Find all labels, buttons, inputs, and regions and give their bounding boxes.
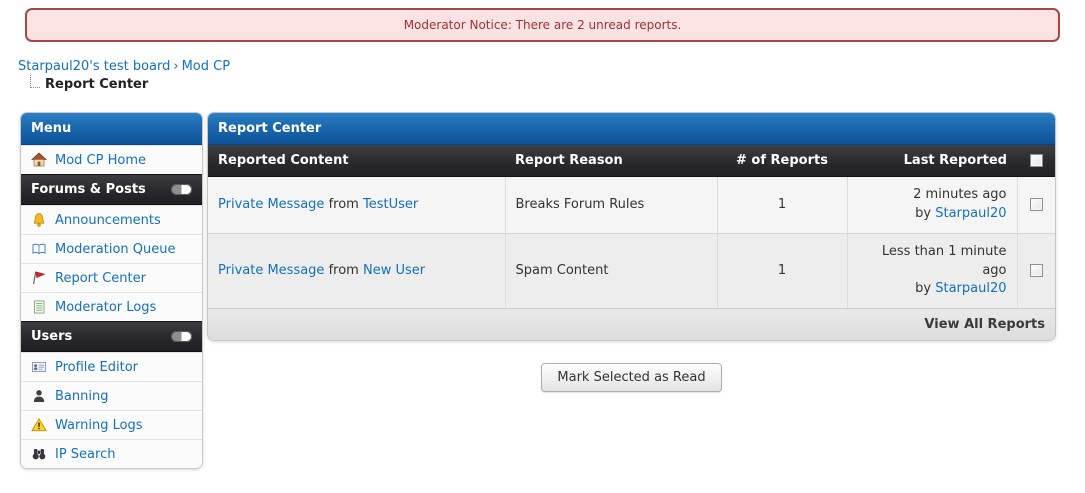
report-reason-cell: Breaks Forum Rules	[504, 176, 717, 234]
report-count-cell: 1	[716, 176, 847, 234]
last-reported-cell: 2 minutes ago by Starpaul20	[846, 176, 1017, 234]
button-row: Mark Selected as Read	[207, 363, 1056, 393]
tree-branch-icon	[30, 75, 40, 88]
sidebar-item-moderation-queue[interactable]: Moderation Queue	[21, 234, 202, 263]
breadcrumb-modcp-link[interactable]: Mod CP	[181, 59, 231, 74]
sidebar-item-label: Profile Editor	[55, 359, 139, 375]
last-reported-cell: Less than 1 minute ago by Starpaul20	[846, 232, 1017, 309]
warning-icon	[31, 417, 47, 432]
report-row: Private Message from TestUser Breaks For…	[208, 176, 1055, 234]
binoculars-icon	[32, 449, 46, 460]
sidebar-header: Menu	[21, 113, 202, 145]
time-text: 2 minutes ago	[913, 187, 1007, 202]
sidebar-item-moderator-logs[interactable]: Moderator Logs	[21, 292, 202, 321]
sidebar-item-label: Announcements	[55, 212, 161, 228]
sidebar-item-profile-editor[interactable]: Profile Editor	[21, 352, 202, 381]
sidebar-item-label: Report Center	[55, 270, 146, 286]
author-link[interactable]: New User	[362, 263, 426, 279]
collapse-toggle-icon[interactable]	[171, 184, 192, 195]
house-icon	[31, 152, 47, 167]
sidebar-item-label: Moderation Queue	[55, 241, 176, 257]
time-text: Less than 1 minute ago	[881, 243, 1007, 278]
reported-content-cell: Private Message from New User	[208, 232, 505, 309]
red-flag-icon	[33, 271, 46, 285]
collapse-toggle-icon[interactable]	[171, 331, 192, 342]
open-book-icon	[32, 243, 46, 255]
profile-card-icon	[32, 362, 46, 372]
category-label: Forums & Posts	[31, 182, 146, 197]
sidebar-category-forums-posts[interactable]: Forums & Posts	[21, 174, 202, 205]
report-center-panel: Report Center Reported Content Report Re…	[207, 112, 1056, 342]
main-column: Report Center Reported Content Report Re…	[207, 112, 1056, 393]
panel-title: Report Center	[208, 113, 1055, 145]
column-header-report-reason: Report Reason	[505, 145, 717, 177]
column-header-reported-content: Reported Content	[208, 145, 505, 177]
breadcrumb: Starpaul20's test board › Mod CP Report Ce…	[18, 59, 1085, 92]
column-header-num-reports: # of Reports	[717, 145, 847, 177]
page-title: Report Center	[45, 77, 149, 92]
sidebar-item-report-center[interactable]: Report Center	[21, 263, 202, 292]
content-type-link[interactable]: Private Message	[218, 263, 325, 279]
column-header-last-reported: Last Reported	[847, 145, 1017, 177]
row-checkbox[interactable]	[1029, 264, 1043, 278]
sidebar-item-label: Mod CP Home	[55, 152, 146, 168]
sidebar-item-announcements[interactable]: Announcements	[21, 205, 202, 234]
select-all-checkbox[interactable]	[1029, 154, 1043, 167]
report-row: Private Message from New User Spam Conte…	[208, 232, 1055, 309]
moderator-notice: Moderator Notice: There are 2 unread rep…	[25, 8, 1060, 42]
sidebar-item-label: Warning Logs	[55, 417, 143, 433]
sidebar-item-ip-search[interactable]: IP Search	[21, 439, 202, 468]
sidebar-item-label: Banning	[55, 388, 109, 404]
sidebar-item-modcp-home[interactable]: Mod CP Home	[21, 145, 202, 174]
by-word: by	[915, 205, 932, 221]
content-area: Menu Mod CP Home Forums & Posts Announce…	[20, 112, 1056, 469]
user-icon	[33, 390, 45, 402]
content-type-link[interactable]: Private Message	[218, 197, 325, 213]
from-word: from	[328, 197, 359, 213]
sidebar-item-label: IP Search	[55, 446, 116, 462]
report-count-cell: 1	[716, 232, 847, 309]
sidebar-item-warning-logs[interactable]: Warning Logs	[21, 410, 202, 439]
table-header-row: Reported Content Report Reason # of Repo…	[208, 145, 1055, 177]
category-label: Users	[31, 329, 73, 344]
sidebar-item-label: Moderator Logs	[55, 299, 157, 315]
bell-icon	[33, 213, 45, 227]
breadcrumb-board-link[interactable]: Starpaul20's test board	[18, 59, 171, 74]
table-footer: View All Reports	[208, 308, 1055, 341]
notepad-icon	[34, 300, 45, 314]
row-checkbox-cell	[1016, 176, 1055, 234]
author-link[interactable]: TestUser	[362, 197, 419, 213]
reports-table: Reported Content Report Reason # of Repo…	[208, 145, 1055, 309]
reporter-link[interactable]: Starpaul20	[935, 205, 1007, 221]
sidebar-menu: Menu Mod CP Home Forums & Posts Announce…	[20, 112, 203, 469]
sidebar-category-users[interactable]: Users	[21, 321, 202, 352]
mark-selected-read-button[interactable]: Mark Selected as Read	[541, 363, 722, 393]
reported-content-cell: Private Message from TestUser	[208, 176, 505, 234]
by-word: by	[915, 281, 932, 297]
reporter-link[interactable]: Starpaul20	[935, 281, 1007, 297]
from-word: from	[328, 263, 359, 279]
breadcrumb-separator: ›	[173, 59, 179, 74]
select-all-cell	[1017, 145, 1055, 177]
sidebar-item-banning[interactable]: Banning	[21, 381, 202, 410]
row-checkbox[interactable]	[1029, 198, 1043, 212]
view-all-reports-link[interactable]: View All Reports	[924, 317, 1045, 333]
report-reason-cell: Spam Content	[504, 232, 717, 309]
row-checkbox-cell	[1016, 232, 1055, 309]
